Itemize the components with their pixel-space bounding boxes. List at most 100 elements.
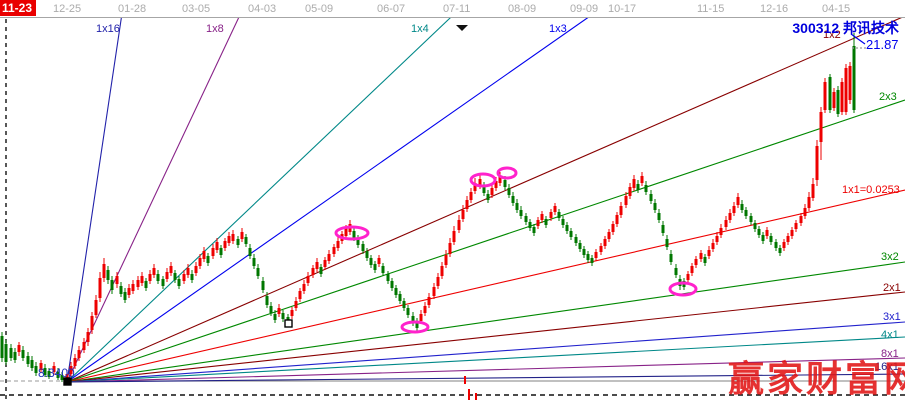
candle-body <box>419 314 423 321</box>
candle-body <box>26 356 30 364</box>
candle-body <box>657 213 661 220</box>
candle-body <box>47 371 51 377</box>
gann-line-16x1 <box>66 373 905 383</box>
date-label: 05-09 <box>305 3 334 15</box>
candle-body <box>30 360 34 368</box>
candle-body <box>749 216 753 222</box>
candle-body <box>457 220 461 230</box>
candle-body <box>732 206 736 213</box>
date-label: 04-15 <box>822 3 851 15</box>
candle-body <box>607 232 611 239</box>
gann-line-1x8 <box>66 0 248 383</box>
candle-body <box>444 255 448 265</box>
candle-body <box>782 242 786 248</box>
candle-body <box>469 192 473 200</box>
candle-body <box>540 214 544 220</box>
candle-body <box>686 274 690 280</box>
candle-body <box>811 184 815 198</box>
candle-body <box>127 288 131 295</box>
candle-body <box>690 266 694 273</box>
candle-body <box>665 239 669 247</box>
candle-body <box>231 234 235 241</box>
candle-body <box>719 228 723 235</box>
candle-body <box>115 276 119 284</box>
candle-body <box>244 237 248 244</box>
gann-line-3x2 <box>66 261 905 383</box>
candle-body <box>202 251 206 259</box>
candle-body <box>423 306 427 313</box>
candle-body <box>165 272 169 279</box>
candle-body <box>786 236 790 242</box>
candle-body <box>361 244 365 251</box>
candle-body <box>699 253 703 259</box>
candle-body <box>557 212 561 218</box>
candle-body <box>219 248 223 255</box>
candle-body <box>356 238 360 245</box>
candle-body <box>590 258 594 263</box>
candle-body <box>840 82 844 112</box>
candle-body <box>194 266 198 273</box>
candle-body <box>807 197 811 208</box>
candle-body <box>169 266 173 273</box>
candle-body <box>436 277 440 286</box>
candle-body <box>790 230 794 236</box>
candle-body <box>390 281 394 288</box>
candle-body <box>632 179 636 188</box>
candle-body <box>190 274 194 280</box>
candle-body <box>177 279 181 286</box>
candle-body <box>13 352 17 360</box>
candle-body <box>144 281 148 288</box>
candle-body <box>728 213 732 220</box>
candle-body <box>102 264 106 278</box>
candle-body <box>39 363 43 370</box>
candle-body <box>161 279 165 286</box>
candle-body <box>544 219 548 225</box>
candle-body <box>465 200 469 209</box>
candle-body <box>0 336 4 358</box>
candle-body <box>73 358 77 366</box>
gann-line-2x3 <box>66 99 905 383</box>
date-label: 03-05 <box>182 3 211 15</box>
candle-body <box>94 300 98 315</box>
candle-body <box>574 237 578 243</box>
candle-body <box>394 288 398 295</box>
candle-body <box>60 375 64 380</box>
candle-body <box>799 216 803 223</box>
candle-body <box>653 203 657 210</box>
candle-body <box>386 274 390 281</box>
gann-handle-square[interactable] <box>63 377 72 386</box>
candle-body <box>724 220 728 227</box>
candle-body <box>582 249 586 255</box>
candle-body <box>473 183 477 191</box>
candle-body <box>198 258 202 266</box>
candle-body <box>565 225 569 231</box>
gann-handle-square[interactable] <box>284 319 293 328</box>
highlight-ellipse <box>496 166 518 180</box>
candle-body <box>261 281 265 290</box>
candle-body <box>819 112 823 142</box>
candle-body <box>65 374 69 380</box>
candle-body <box>823 82 827 110</box>
candle-body <box>152 268 156 275</box>
candle-body <box>227 236 231 243</box>
candle-body <box>448 243 452 254</box>
candle-body <box>173 273 177 280</box>
candle-body <box>281 313 285 319</box>
candle-body <box>703 257 707 263</box>
candle-body <box>319 267 323 274</box>
gann-handle-triangle[interactable] <box>456 25 468 31</box>
candle-body <box>482 186 486 193</box>
candle-body <box>336 241 340 248</box>
candle-body <box>619 206 623 215</box>
gann-line-1x2 <box>66 15 905 383</box>
latest-price-label: 21.87 <box>866 37 899 52</box>
gann-origin-price-label: 8.3400 <box>38 366 75 380</box>
candle-body <box>248 248 252 256</box>
candle-body <box>298 291 302 299</box>
date-label: 12-16 <box>760 3 789 15</box>
candle-body <box>156 274 160 281</box>
gann-line-2x1 <box>66 291 905 383</box>
candle-body <box>427 297 431 305</box>
candle-body <box>511 196 515 203</box>
candle-body <box>553 206 557 212</box>
